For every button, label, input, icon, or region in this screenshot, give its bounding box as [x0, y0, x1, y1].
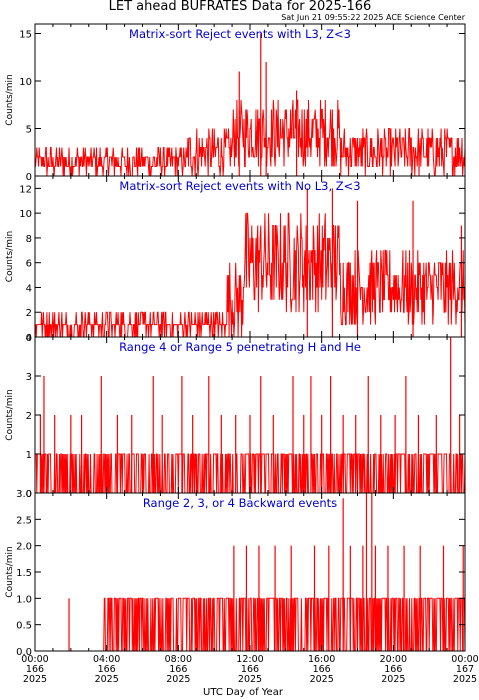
- y-tick-label: 10: [19, 209, 32, 220]
- x-tick-day: 166: [241, 664, 259, 675]
- y-tick-label: 2.0: [16, 542, 32, 553]
- y-axis-label: Counts/min: [5, 231, 15, 282]
- y-tick-label: 4: [26, 333, 32, 344]
- panel-title: Range 4 or Range 5 penetrating H and He: [119, 340, 361, 354]
- panel-title: Matrix-sort Reject events with L3, Z<3: [129, 27, 351, 41]
- series-line-panel-2: [35, 212, 466, 338]
- x-tick-time: 16:00: [308, 654, 335, 665]
- panel-2: 0 2 4 6 8 10 12 Matrix-sort Reject events with …: [5, 175, 466, 344]
- y-tick-label: 3.0: [16, 489, 32, 500]
- x-tick-day: 166: [313, 664, 331, 675]
- y-axis-label: Counts/min: [5, 546, 15, 597]
- y-tick-label: 15: [19, 30, 32, 41]
- page-title: LET ahead BUFRATES Data for 2025-166: [109, 0, 372, 14]
- y-tick-label: 1.5: [16, 568, 32, 579]
- x-tick-day: 166: [384, 664, 402, 675]
- y-axis-label: Counts/min: [5, 389, 15, 440]
- y-tick-label: 3: [26, 372, 32, 383]
- x-tick-time: 08:00: [165, 654, 192, 665]
- y-tick-label: 2: [26, 411, 32, 422]
- y-tick-label: 0: [26, 333, 32, 344]
- y-tick-label: 1.0: [16, 594, 32, 605]
- x-tick-year: 2025: [381, 674, 405, 685]
- y-tick-label: 10: [19, 77, 32, 88]
- y-tick-label: 0.0: [16, 647, 32, 658]
- y-axis-label: Counts/min: [5, 74, 15, 125]
- x-tick-time: 04:00: [93, 654, 120, 665]
- y-tick-label: 4: [26, 283, 32, 294]
- x-tick-year: 2025: [23, 674, 47, 685]
- y-tick-label: 2.5: [16, 515, 32, 526]
- panel-title: Range 2, 3, or 4 Backward events: [143, 496, 337, 510]
- y-tick-label: 2: [26, 308, 32, 319]
- series-line-panel-1: [34, 99, 466, 177]
- y-tick-label: 0: [26, 172, 32, 183]
- x-tick-day: 166: [26, 664, 44, 675]
- y-tick-label: 5: [26, 125, 32, 136]
- x-tick-time: 20:00: [380, 654, 407, 665]
- x-tick-year: 2025: [310, 674, 334, 685]
- x-tick-day: 166: [98, 664, 116, 675]
- x-tick-year: 2025: [238, 674, 262, 685]
- x-tick-time: 12:00: [236, 654, 263, 665]
- x-tick-year: 2025: [166, 674, 190, 685]
- y-tick-label: 0: [26, 489, 32, 500]
- x-tick-day: 167: [456, 664, 474, 675]
- x-axis-label: UTC Day of Year: [203, 687, 284, 698]
- y-tick-label: 6: [26, 259, 32, 270]
- x-tick-year: 2025: [453, 674, 477, 685]
- panel-title: Matrix-sort Reject events with No L3, Z<…: [119, 179, 360, 193]
- x-tick-time: 00:00: [451, 654, 478, 665]
- x-tick-time: 00:00: [21, 654, 48, 665]
- y-tick-label: 1: [26, 450, 32, 461]
- y-tick-label: 0.5: [16, 621, 32, 632]
- x-axis-ticks: 00:00166202504:00166202508:00166202512:0…: [21, 654, 478, 685]
- panel-4: 0.0 0.5 1.0 1.5 2.0 2.5 3.0 Range 2, 3, or 4 Ba…: [5, 489, 466, 658]
- panel-1: 0 5 10 15 Matrix-sort Reject events with L3,…: [5, 23, 466, 183]
- y-tick-label: 12: [19, 184, 32, 195]
- y-tick-label: 8: [26, 234, 32, 245]
- panel-3: 0 1 2 3 4 Range 4 or Range 5 penetrating H an…: [5, 333, 466, 500]
- timestamp: Sat Jun 21 09:55:22 2025 ACE Science Cen…: [281, 13, 466, 22]
- x-tick-year: 2025: [95, 674, 119, 685]
- series-line-panel-4: [35, 597, 466, 652]
- x-tick-day: 166: [169, 664, 187, 675]
